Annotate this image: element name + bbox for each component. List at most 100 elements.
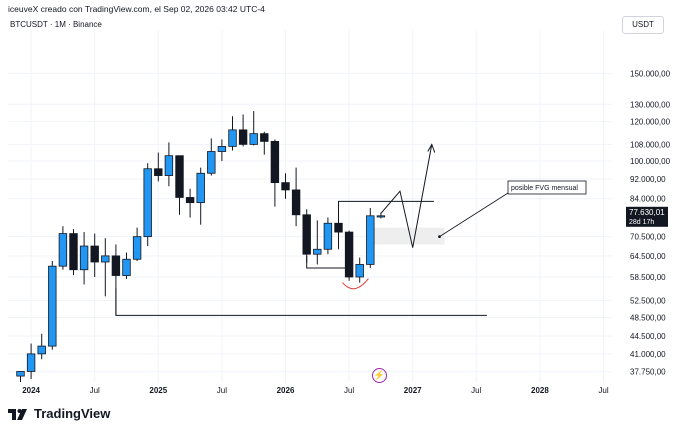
last-price-tag <box>626 206 668 227</box>
candle <box>281 173 290 199</box>
candle-body <box>185 197 195 204</box>
price-tick-label: 70.500,00 <box>630 233 666 242</box>
candle-body <box>355 264 364 278</box>
candle <box>260 131 269 155</box>
candle <box>238 114 248 147</box>
candle-body <box>366 215 375 265</box>
candle <box>185 188 195 218</box>
candle <box>291 167 301 227</box>
candle <box>313 220 322 265</box>
candle-body <box>217 146 227 152</box>
price-tick-label: 37.750,00 <box>630 368 666 377</box>
time-tick-label: 2025 <box>149 386 167 395</box>
candle-body <box>291 189 301 216</box>
candle-body <box>37 345 46 355</box>
price-tick-label: 44.500,00 <box>630 332 666 341</box>
candle <box>355 257 364 283</box>
candle-body <box>122 258 131 276</box>
candle <box>58 226 68 270</box>
price-tick-label: 41.000,00 <box>630 350 666 359</box>
time-tick-label: Jul <box>344 386 354 395</box>
candle <box>344 230 354 281</box>
price-tick-label: 130.000,00 <box>630 100 671 109</box>
candle-body <box>313 248 322 255</box>
time-tick-label: Jul <box>598 386 608 395</box>
candle-body <box>164 155 174 176</box>
support-line <box>115 288 487 316</box>
projection-path <box>380 144 433 248</box>
low-arc <box>342 278 369 290</box>
candle <box>323 217 333 255</box>
tradingview-logo: TradingView <box>8 406 110 421</box>
range-low-line <box>306 255 350 269</box>
price-tick-label: 150.000,00 <box>630 69 671 78</box>
time-tick-label: 2027 <box>404 386 422 395</box>
candle <box>154 152 163 182</box>
candle-body <box>90 245 99 263</box>
candle-body <box>249 133 258 145</box>
drawings: posible FVG mensual <box>115 143 587 316</box>
candle-body <box>101 255 110 263</box>
brand-name: TradingView <box>34 406 111 421</box>
time-tick-label: 2024 <box>22 386 40 395</box>
candle-body <box>302 214 311 255</box>
fvg-label: posible FVG mensual <box>511 185 578 192</box>
candle <box>302 209 311 263</box>
price-tick-label: 92.000,00 <box>630 175 666 184</box>
fvg-label-box <box>507 180 587 195</box>
time-tick-label: Jul <box>90 386 100 395</box>
candle <box>175 155 184 215</box>
symbol-label: BTCUSDT · 1M · Binance <box>10 20 102 29</box>
price-tick-label: 84.000,00 <box>630 195 666 204</box>
candle-body <box>69 233 78 271</box>
resistance-line <box>338 200 434 233</box>
candle-body <box>228 129 237 147</box>
candle <box>90 233 99 277</box>
candle <box>48 260 57 350</box>
candle-body <box>260 133 269 142</box>
candle-body <box>238 129 248 145</box>
candle-body <box>143 168 152 238</box>
candle-body <box>48 265 57 347</box>
candle-body <box>79 245 89 271</box>
candle <box>143 163 152 247</box>
candle <box>26 343 36 380</box>
candle <box>69 229 78 276</box>
time-tick-label: 2028 <box>531 386 549 395</box>
price-tick-label: 52.500,00 <box>630 296 666 305</box>
candle <box>16 371 25 382</box>
time-tick-label: Jul <box>471 386 481 395</box>
candle-body <box>281 182 290 191</box>
price-axis[interactable]: 150.000,00 130.000,00 120.000,00 108.000,00… <box>626 69 671 377</box>
chart-credit: iceuveX creado con TradingView.com, el S… <box>8 4 265 14</box>
price-tick-label: 48.500,00 <box>630 314 666 323</box>
fvg-callout-line <box>439 192 509 237</box>
time-axis[interactable]: 2024 Jul 2025 Jul 2026 Jul 2027 Jul 2028 Jul <box>22 386 609 395</box>
price-tick-label: 108.000,00 <box>630 140 671 149</box>
time-tick-label: 2026 <box>277 386 295 395</box>
candle <box>132 227 142 261</box>
candle-body <box>196 172 205 204</box>
fvg-zone <box>367 227 445 245</box>
candle <box>164 142 174 187</box>
candle <box>79 232 89 285</box>
lightning-icon[interactable]: ⚡ <box>372 368 387 383</box>
candle <box>101 238 110 297</box>
last-price-label: 77.630,01 <box>629 208 665 217</box>
currency-button[interactable]: USDT <box>622 16 664 34</box>
projection-arrowhead <box>427 143 436 153</box>
tv-logo-icon <box>8 408 27 420</box>
candle-body <box>26 353 36 372</box>
candle <box>217 139 227 162</box>
candle <box>122 252 131 279</box>
candle-body <box>175 155 184 198</box>
grid-lines <box>8 30 612 382</box>
candle-body <box>323 222 333 250</box>
candle <box>376 212 386 219</box>
candle <box>366 207 375 268</box>
candle-body <box>376 215 386 218</box>
candle-body <box>207 151 216 174</box>
candle-body <box>154 168 163 176</box>
annotation-zones <box>367 227 445 245</box>
